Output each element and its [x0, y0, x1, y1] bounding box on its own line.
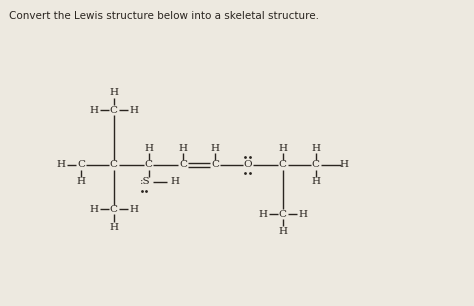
Text: H: H [298, 210, 307, 219]
Text: H: H [76, 177, 85, 186]
Text: C: C [311, 160, 319, 170]
Text: H: H [278, 144, 287, 153]
Text: C: C [179, 160, 187, 170]
Text: C: C [109, 106, 118, 115]
Text: C: C [77, 160, 85, 170]
Text: H: H [171, 177, 180, 186]
Text: C: C [145, 160, 153, 170]
Text: H: H [89, 205, 98, 214]
Text: H: H [129, 205, 138, 214]
Text: H: H [311, 177, 320, 186]
Text: H: H [56, 160, 65, 170]
Text: H: H [179, 144, 188, 153]
Text: H: H [129, 106, 138, 115]
Text: C: C [109, 160, 118, 170]
Text: C: C [279, 160, 287, 170]
Text: H: H [311, 144, 320, 153]
Text: H: H [109, 88, 118, 97]
Text: H: H [89, 106, 98, 115]
Text: O: O [244, 160, 252, 170]
Text: H: H [210, 144, 219, 153]
Text: H: H [258, 210, 267, 219]
Text: H: H [109, 223, 118, 232]
Text: C: C [211, 160, 219, 170]
Text: C: C [109, 205, 118, 214]
Text: Convert the Lewis structure below into a skeletal structure.: Convert the Lewis structure below into a… [9, 11, 319, 21]
Text: :S: :S [140, 177, 151, 186]
Text: H: H [278, 227, 287, 236]
Text: H: H [340, 160, 349, 170]
Text: C: C [279, 210, 287, 219]
Text: H: H [144, 144, 153, 153]
